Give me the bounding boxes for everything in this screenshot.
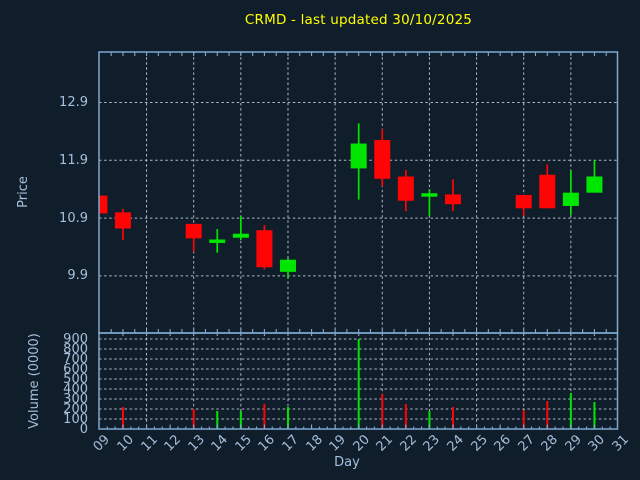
volume-tick-label: 200 bbox=[63, 401, 88, 417]
candlestick-day-17 bbox=[279, 258, 296, 279]
candle-body bbox=[539, 174, 556, 209]
volume-bar bbox=[192, 409, 195, 429]
volume-bar bbox=[522, 410, 525, 429]
volume-tick-label: 900 bbox=[63, 331, 88, 347]
volume-tick-label: 700 bbox=[63, 351, 88, 367]
candle-body bbox=[209, 239, 226, 243]
candlestick-day-14 bbox=[209, 229, 226, 253]
price-tick-label: 9.9 bbox=[67, 268, 88, 284]
candlestick-day-28 bbox=[539, 164, 556, 209]
candle-body bbox=[397, 176, 414, 201]
volume-bar bbox=[216, 411, 219, 429]
volume-bar bbox=[593, 402, 596, 429]
volume-bar bbox=[569, 393, 572, 429]
volume-tick-label: 800 bbox=[63, 341, 88, 357]
volume-bar bbox=[546, 401, 549, 429]
candle-body bbox=[586, 176, 603, 193]
volume-bar bbox=[121, 407, 124, 429]
volume-bar bbox=[357, 339, 360, 429]
candlestick-day-10 bbox=[114, 208, 131, 241]
candle-body bbox=[374, 140, 391, 179]
candlestick-day-30 bbox=[586, 160, 603, 193]
volume-bar bbox=[381, 394, 384, 429]
candlestick-day-22 bbox=[397, 170, 414, 212]
candle-body bbox=[99, 195, 108, 214]
candle-body bbox=[232, 233, 249, 238]
volume-bar bbox=[239, 411, 242, 429]
volume-tick-label: 300 bbox=[63, 391, 88, 407]
volume-bar bbox=[286, 407, 289, 429]
candlestick-day-29 bbox=[562, 170, 579, 216]
chart-title: CRMD - last updated 30/10/2025 bbox=[244, 12, 473, 28]
candle-body bbox=[279, 259, 296, 272]
candlestick-day-27 bbox=[515, 194, 532, 216]
volume-tick-label: 0 bbox=[79, 421, 88, 437]
candle-body bbox=[256, 230, 273, 268]
candle-body bbox=[185, 223, 202, 239]
volume-tick-label: 400 bbox=[63, 381, 88, 397]
candlestick-day-15 bbox=[232, 215, 249, 241]
volume-tick-label: 600 bbox=[63, 361, 88, 377]
candle-body bbox=[114, 212, 131, 229]
candle-body bbox=[444, 194, 461, 205]
price-tick-label: 12.9 bbox=[59, 95, 88, 110]
candle-body bbox=[421, 193, 438, 197]
candlestick-day-23 bbox=[421, 189, 438, 216]
candle-body bbox=[562, 192, 579, 206]
volume-tick-label: 500 bbox=[63, 371, 88, 387]
x-axis-label: Day bbox=[334, 455, 360, 470]
candlestick-day-13 bbox=[185, 223, 202, 252]
candlestick-day-21 bbox=[374, 129, 391, 187]
price-axis-label: Price bbox=[16, 176, 31, 208]
candlestick-day-24 bbox=[444, 179, 461, 212]
volume-tick-label: 100 bbox=[63, 411, 88, 427]
candlestick-day-20 bbox=[350, 123, 367, 200]
volume-bar bbox=[263, 404, 266, 429]
candlestick-day-16 bbox=[256, 225, 273, 270]
volume-bar bbox=[451, 407, 454, 429]
plot-area bbox=[99, 52, 618, 429]
price-tick-label: 10.9 bbox=[59, 210, 88, 226]
volume-bar bbox=[404, 404, 407, 429]
candle-body bbox=[515, 194, 532, 209]
volume-bar bbox=[428, 411, 431, 429]
candle-body bbox=[350, 143, 367, 169]
price-tick-label: 11.9 bbox=[59, 152, 88, 168]
